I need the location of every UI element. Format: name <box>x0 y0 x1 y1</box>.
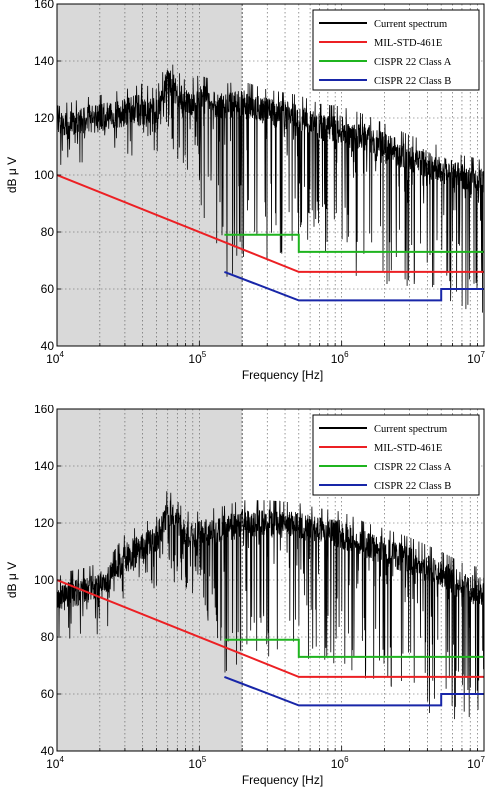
y-tick-label: 140 <box>34 54 54 68</box>
x-tick-label: 106 <box>331 350 349 366</box>
y-tick-label: 60 <box>41 687 55 701</box>
data-layer <box>57 491 484 720</box>
x-axis-label: Frequency [Hz] <box>242 368 323 382</box>
legend-label: CISPR 22 Class B <box>374 76 451 87</box>
y-tick-label: 160 <box>34 0 54 11</box>
x-tick-label: 107 <box>467 350 485 366</box>
series-current-spectrum <box>57 491 484 720</box>
legend: Current spectrum MIL-STD-461E CISPR 22 Cla… <box>312 414 480 496</box>
y-tick-label: 40 <box>41 339 55 353</box>
x-axis-label: Frequency [Hz] <box>242 773 323 787</box>
series-current-spectrum <box>57 64 484 313</box>
x-minor-ticks <box>99 748 478 751</box>
chart-svg-bottom: 40 60 80 100 120 140 160 104 105 106 107 Frequency … <box>5 402 485 787</box>
legend-label: CISPR 22 Class A <box>374 57 452 68</box>
legend-label: Current spectrum <box>374 424 447 435</box>
y-tick-label: 80 <box>41 225 55 239</box>
series-mil-std-461e <box>57 174 484 273</box>
x-tick-label: 107 <box>467 755 485 771</box>
y-tick-label: 40 <box>41 744 55 758</box>
legend-label: Current spectrum <box>374 19 447 30</box>
y-axis-label: dB μ V <box>5 157 19 193</box>
data-layer <box>57 64 484 313</box>
y-tick-label: 60 <box>41 282 55 296</box>
y-tick-label: 100 <box>34 573 54 587</box>
series-cispr22-class-b <box>224 675 484 707</box>
x-tick-label: 104 <box>46 755 64 771</box>
spectrum-chart-top: 40 60 80 100 120 140 160 104 105 106 107 Frequency … <box>0 0 493 400</box>
legend: Current spectrum MIL-STD-461E CISPR 22 Cla… <box>312 9 480 91</box>
chart-svg-top: 40 60 80 100 120 140 160 104 105 106 107 Frequency … <box>5 0 485 382</box>
legend-label: MIL-STD-461E <box>374 443 442 454</box>
y-tick-label: 80 <box>41 630 55 644</box>
y-axis-label: dB μ V <box>5 562 19 598</box>
y-tick-label: 140 <box>34 459 54 473</box>
y-tick-label: 100 <box>34 168 54 182</box>
x-minor-ticks <box>99 343 478 346</box>
x-tick-label: 105 <box>188 755 206 771</box>
series-cispr22-class-b <box>224 270 484 302</box>
series-mil-std-461e <box>57 579 484 678</box>
x-tick-label: 105 <box>188 350 206 366</box>
x-tick-label: 104 <box>46 350 64 366</box>
series-cispr22-class-a <box>224 638 484 658</box>
legend-label: CISPR 22 Class B <box>374 481 451 492</box>
y-tick-label: 120 <box>34 111 54 125</box>
y-tick-label: 160 <box>34 405 54 416</box>
legend-label: CISPR 22 Class A <box>374 462 452 473</box>
x-tick-label: 106 <box>331 755 349 771</box>
spectrum-chart-bottom: 40 60 80 100 120 140 160 104 105 106 107 Frequency … <box>0 402 493 805</box>
y-tick-label: 120 <box>34 516 54 530</box>
series-cispr22-class-a <box>224 233 484 253</box>
legend-label: MIL-STD-461E <box>374 38 442 49</box>
